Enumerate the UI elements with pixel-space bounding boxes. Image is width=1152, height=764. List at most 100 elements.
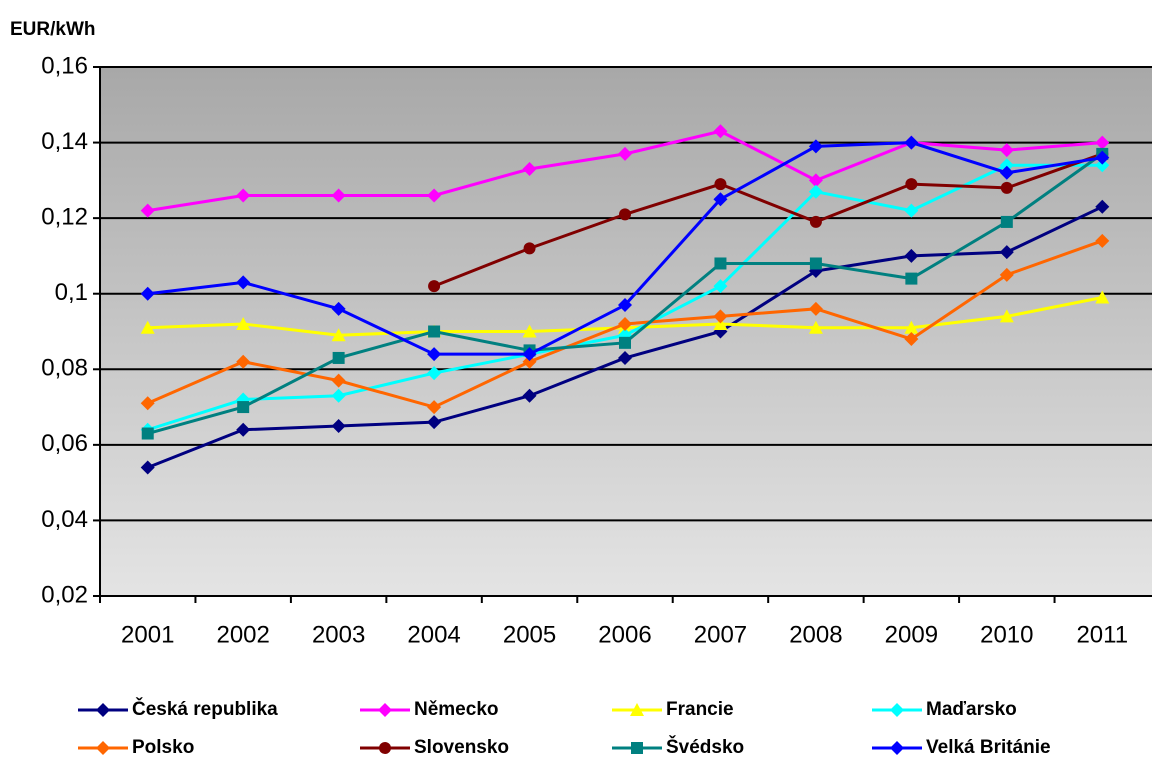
marker: [96, 741, 110, 755]
marker: [713, 309, 728, 324]
marker: [428, 280, 441, 293]
marker: [618, 146, 632, 161]
marker: [331, 188, 346, 203]
marker: [428, 325, 441, 338]
legend-label: Velká Británie: [926, 737, 1051, 758]
legend-label: Francie: [666, 699, 734, 720]
y-tick-label: 0,1: [55, 279, 88, 306]
marker: [523, 242, 536, 255]
marker: [999, 143, 1014, 158]
x-tick-label: 2010: [980, 621, 1033, 648]
marker: [999, 245, 1014, 260]
x-tick-label: 2011: [1076, 621, 1128, 648]
marker: [522, 388, 537, 403]
marker: [140, 286, 155, 301]
y-tick-label: 0,04: [41, 506, 88, 533]
marker: [331, 328, 346, 342]
x-tick-label: 2004: [407, 621, 460, 648]
marker: [332, 351, 345, 364]
legend-label: Německo: [414, 699, 499, 720]
marker: [427, 188, 442, 203]
marker: [630, 703, 644, 716]
marker: [427, 415, 442, 430]
marker: [713, 124, 728, 139]
legend-label: Maďarsko: [926, 699, 1017, 720]
marker: [1095, 290, 1110, 304]
marker: [236, 275, 251, 290]
marker: [522, 354, 537, 369]
marker: [522, 347, 537, 362]
marker: [713, 192, 728, 207]
series-line: [433, 152, 1103, 288]
marker: [1000, 215, 1013, 228]
marker: [713, 279, 728, 294]
x-tick-label: 2007: [694, 621, 747, 648]
marker: [904, 135, 919, 150]
marker: [631, 742, 643, 754]
marker: [96, 703, 110, 717]
marker: [331, 301, 346, 316]
marker: [1095, 150, 1110, 165]
marker: [714, 178, 727, 191]
marker: [999, 165, 1014, 180]
marker: [237, 401, 250, 414]
marker: [618, 350, 632, 365]
x-tick-label: 2001: [121, 621, 174, 648]
marker: [890, 703, 904, 717]
legend-label: Česká republika: [132, 698, 278, 720]
x-tick-label: 2006: [598, 621, 651, 648]
marker: [714, 257, 727, 270]
marker: [713, 316, 728, 330]
marker: [427, 400, 442, 415]
x-tick-label: 2002: [216, 621, 269, 648]
marker: [140, 203, 155, 218]
marker: [236, 188, 251, 203]
marker: [236, 316, 251, 330]
marker: [378, 703, 392, 717]
marker: [141, 427, 154, 440]
marker: [236, 354, 251, 369]
marker: [809, 215, 822, 228]
marker: [999, 309, 1014, 323]
marker: [619, 208, 631, 221]
marker: [427, 347, 442, 362]
marker: [808, 320, 823, 334]
marker: [808, 184, 823, 199]
marker: [904, 203, 919, 218]
marker: [808, 301, 823, 316]
marker: [904, 248, 919, 263]
marker: [522, 162, 537, 177]
y-axis-label: EUR/kWh: [10, 19, 96, 40]
y-tick-label: 0,06: [41, 430, 88, 457]
marker: [140, 396, 155, 411]
marker: [331, 373, 346, 388]
y-tick-label: 0,08: [41, 355, 88, 382]
legend-label: Polsko: [132, 737, 194, 758]
marker: [1095, 199, 1110, 214]
legend-label: Švédsko: [666, 736, 744, 758]
marker: [808, 139, 823, 154]
marker: [379, 742, 391, 754]
marker: [236, 422, 251, 437]
marker: [1000, 181, 1013, 194]
marker: [619, 336, 631, 349]
x-tick-label: 2003: [312, 621, 365, 648]
marker: [890, 741, 904, 755]
marker: [904, 320, 919, 334]
marker: [1095, 233, 1110, 248]
x-tick-label: 2008: [789, 621, 842, 648]
legend-label: Slovensko: [414, 737, 509, 758]
marker: [522, 324, 537, 338]
y-tick-label: 0,16: [41, 52, 88, 79]
marker: [999, 158, 1014, 173]
marker: [1095, 135, 1110, 150]
marker: [427, 366, 442, 381]
y-tick-label: 0,12: [41, 203, 88, 230]
marker: [1095, 158, 1110, 173]
marker: [618, 298, 632, 313]
marker: [331, 388, 346, 403]
marker: [905, 272, 918, 285]
marker: [905, 178, 918, 191]
marker: [618, 316, 632, 331]
marker: [140, 320, 155, 334]
